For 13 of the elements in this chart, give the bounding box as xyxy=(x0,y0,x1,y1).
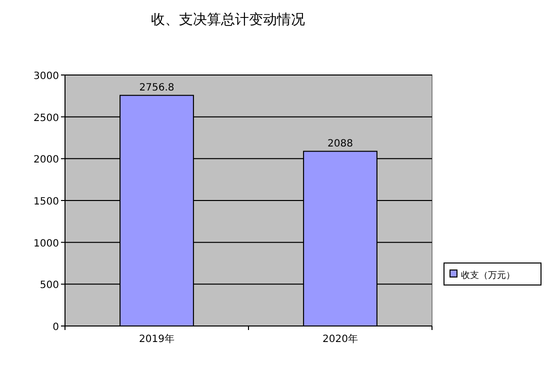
y-tick-label: 2500 xyxy=(34,112,59,124)
y-tick-label: 1000 xyxy=(34,238,59,250)
y-tick-label: 1500 xyxy=(34,196,59,208)
y-tick-label: 2000 xyxy=(34,154,59,166)
data-label: 2756.8 xyxy=(139,82,174,94)
x-tick-label: 2019年 xyxy=(139,333,174,345)
chart-title: 收、支决算总计变动情况 xyxy=(151,12,305,28)
legend-label: 收支（万元） xyxy=(461,270,515,281)
y-tick-label: 500 xyxy=(40,280,59,292)
data-label: 2088 xyxy=(328,138,353,150)
y-tick-label: 0 xyxy=(52,322,59,333)
y-tick-label: 3000 xyxy=(34,71,59,82)
x-tick-label: 2020年 xyxy=(322,333,358,345)
